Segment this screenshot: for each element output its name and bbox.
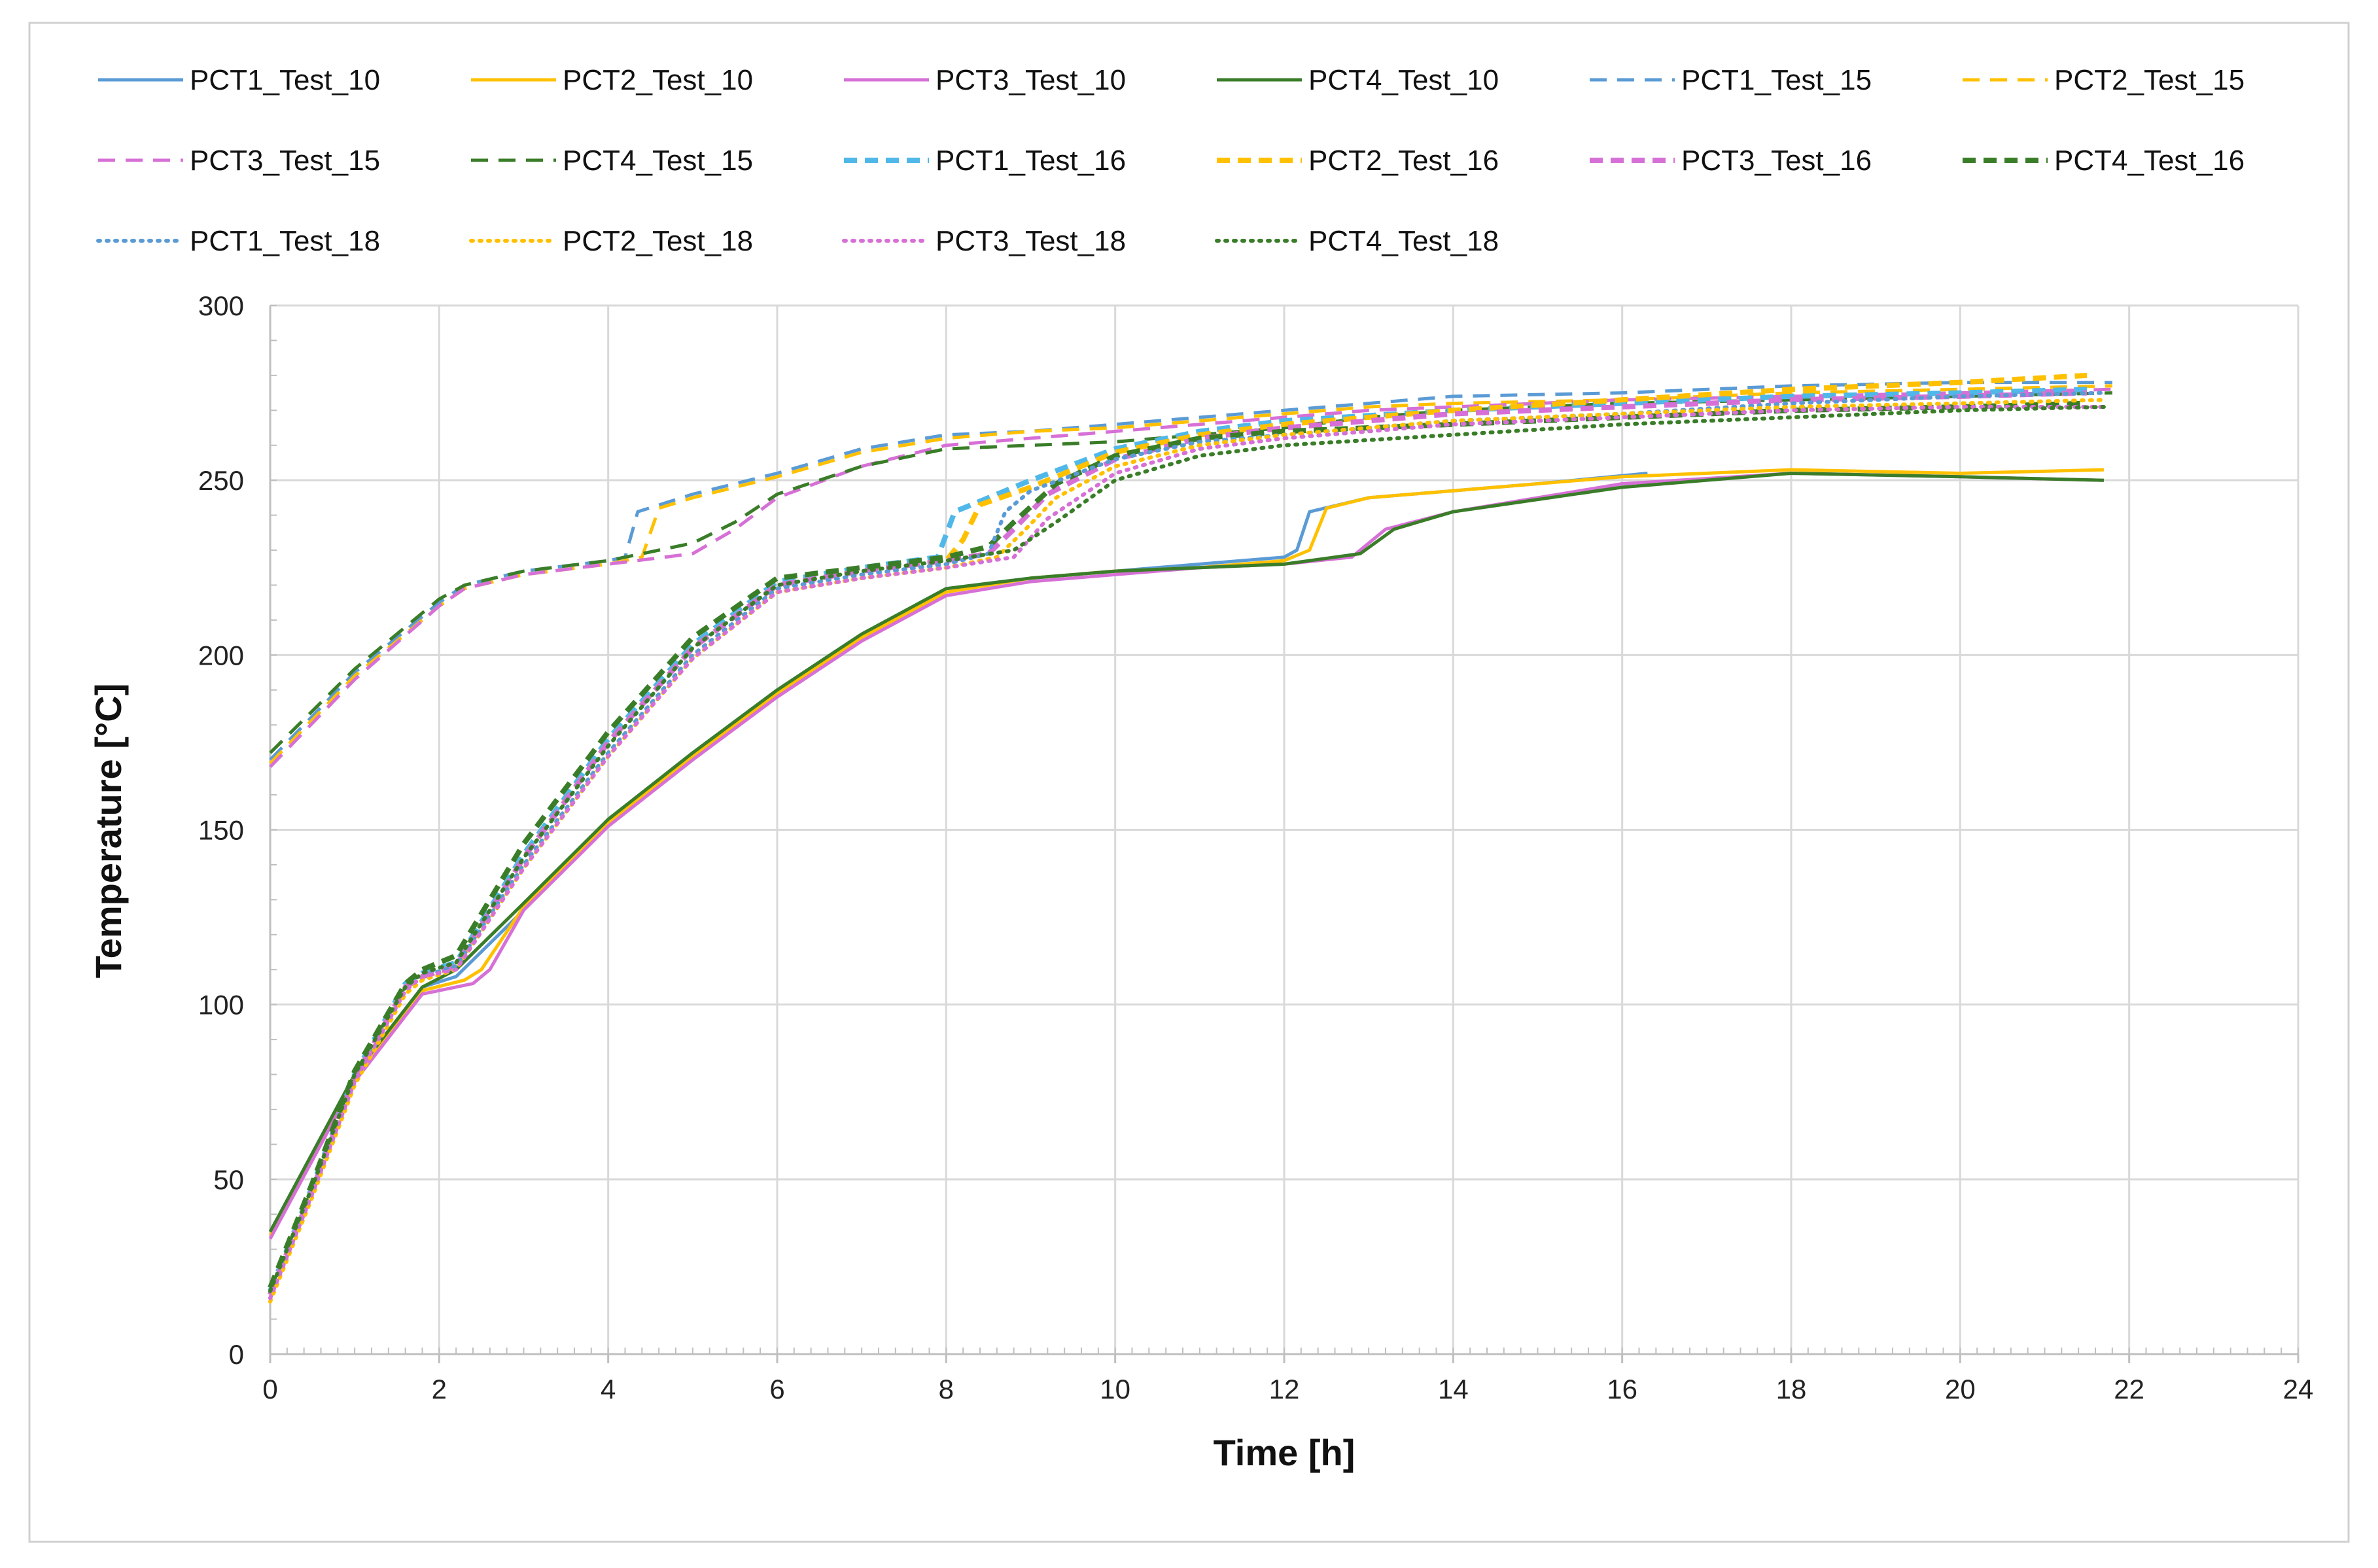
x-tick-label: 20 — [1945, 1374, 1976, 1404]
x-tick-label: 10 — [1100, 1374, 1130, 1404]
series-line-pct4-test-16 — [268, 400, 2088, 1289]
legend-label: PCT1_Test_16 — [935, 145, 1126, 177]
grid-layer — [270, 304, 2299, 1354]
x-tick-label: 6 — [769, 1374, 784, 1404]
y-tick-label: 300 — [198, 290, 244, 321]
y-tick-label: 50 — [213, 1164, 244, 1195]
legend-label: PCT1_Test_18 — [190, 225, 380, 257]
series-line-pct3-test-15 — [269, 387, 2112, 769]
series-line-pct1-test-15 — [269, 381, 2112, 761]
x-tick-label: 16 — [1607, 1374, 1637, 1404]
series-line-pct3-test-18 — [268, 405, 2106, 1300]
series-line-pct4-test-15 — [269, 391, 2112, 754]
y-tick-label: 0 — [229, 1339, 244, 1370]
x-tick-label: 4 — [601, 1374, 616, 1404]
y-tick-label: 200 — [198, 640, 244, 671]
y-tick-label: 150 — [198, 815, 244, 846]
legend-label: PCT2_Test_16 — [1308, 145, 1499, 177]
x-tick-label: 2 — [432, 1374, 447, 1404]
legend-label: PCT3_Test_16 — [1681, 145, 1872, 177]
series-line-pct3-test-10 — [268, 472, 2104, 1240]
legend-label: PCT2_Test_18 — [563, 225, 753, 257]
x-tick-label: 8 — [939, 1374, 954, 1404]
legend-label: PCT4_Test_16 — [2054, 145, 2245, 177]
x-axis-title: Time [h] — [1214, 1432, 1355, 1473]
legend-label: PCT4_Test_10 — [1308, 64, 1499, 96]
y-tick-label: 250 — [198, 465, 244, 496]
legend-label: PCT1_Test_15 — [1681, 64, 1872, 96]
x-tick-label: 24 — [2283, 1374, 2314, 1404]
x-tick-label: 14 — [1438, 1374, 1469, 1404]
y-tick-label: 100 — [198, 990, 244, 1020]
series-line-pct4-test-18 — [268, 405, 2106, 1293]
legend-label: PCT2_Test_15 — [2054, 64, 2245, 96]
x-tick-label: 0 — [262, 1374, 277, 1404]
series-layer — [268, 372, 2112, 1304]
legend-label: PCT3_Test_18 — [935, 225, 1126, 257]
x-tick-label: 18 — [1776, 1374, 1807, 1404]
series-line-pct3-test-16 — [268, 390, 2088, 1296]
legend-label: PCT1_Test_10 — [190, 64, 380, 96]
legend-layer: PCT1_Test_10 PCT2_Test_10 PCT3_Test_10 PCT4… — [96, 64, 2245, 257]
legend-label: PCT2_Test_10 — [563, 64, 753, 96]
chart-border — [28, 22, 2350, 1543]
x-tick-label: 12 — [1269, 1374, 1300, 1404]
x-tick-label: 22 — [2114, 1374, 2144, 1404]
series-line-pct4-test-10 — [268, 472, 2104, 1233]
series-line-pct2-test-15 — [269, 384, 2112, 765]
legend-label: PCT3_Test_15 — [190, 145, 380, 177]
legend-label: PCT4_Test_15 — [563, 145, 753, 177]
legend-label: PCT3_Test_10 — [935, 64, 1126, 96]
y-axis-title: Temperature [°C] — [88, 684, 129, 979]
legend-label: PCT4_Test_18 — [1308, 225, 1499, 257]
